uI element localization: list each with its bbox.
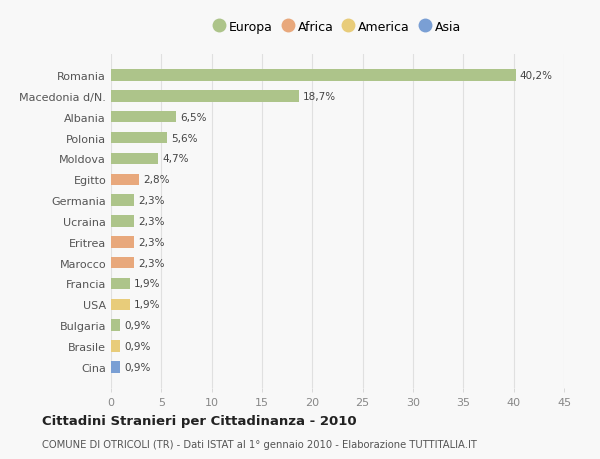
Bar (111, 112, 176, 123)
Legend: Europa, Africa, America, Asia: Europa, Africa, America, Asia (214, 22, 461, 34)
Bar (111, 133, 167, 144)
Bar (111, 70, 515, 82)
Bar (111, 278, 130, 290)
Text: COMUNE DI OTRICOLI (TR) - Dati ISTAT al 1° gennaio 2010 - Elaborazione TUTTITALI: COMUNE DI OTRICOLI (TR) - Dati ISTAT al … (42, 440, 477, 449)
Text: 2,8%: 2,8% (143, 175, 170, 185)
Bar (111, 320, 120, 331)
Bar (111, 361, 120, 373)
Text: 0,9%: 0,9% (124, 320, 151, 330)
Text: 1,9%: 1,9% (134, 279, 161, 289)
Text: 6,5%: 6,5% (181, 112, 207, 123)
Text: Cittadini Stranieri per Cittadinanza - 2010: Cittadini Stranieri per Cittadinanza - 2… (42, 414, 356, 428)
Text: 2,3%: 2,3% (138, 237, 164, 247)
Text: 1,9%: 1,9% (134, 300, 161, 310)
Bar (111, 91, 299, 102)
Text: 4,7%: 4,7% (163, 154, 189, 164)
Bar (111, 341, 120, 352)
Bar (111, 257, 134, 269)
Text: 0,9%: 0,9% (124, 341, 151, 351)
Bar (111, 236, 134, 248)
Bar (111, 195, 134, 207)
Text: 40,2%: 40,2% (520, 71, 553, 81)
Bar (111, 299, 130, 310)
Text: 2,3%: 2,3% (138, 196, 164, 206)
Text: 18,7%: 18,7% (303, 92, 337, 102)
Text: 0,9%: 0,9% (124, 362, 151, 372)
Bar (111, 216, 134, 227)
Text: 2,3%: 2,3% (138, 217, 164, 226)
Bar (111, 153, 158, 165)
Bar (111, 174, 139, 185)
Text: 2,3%: 2,3% (138, 258, 164, 268)
Text: 5,6%: 5,6% (172, 133, 198, 143)
